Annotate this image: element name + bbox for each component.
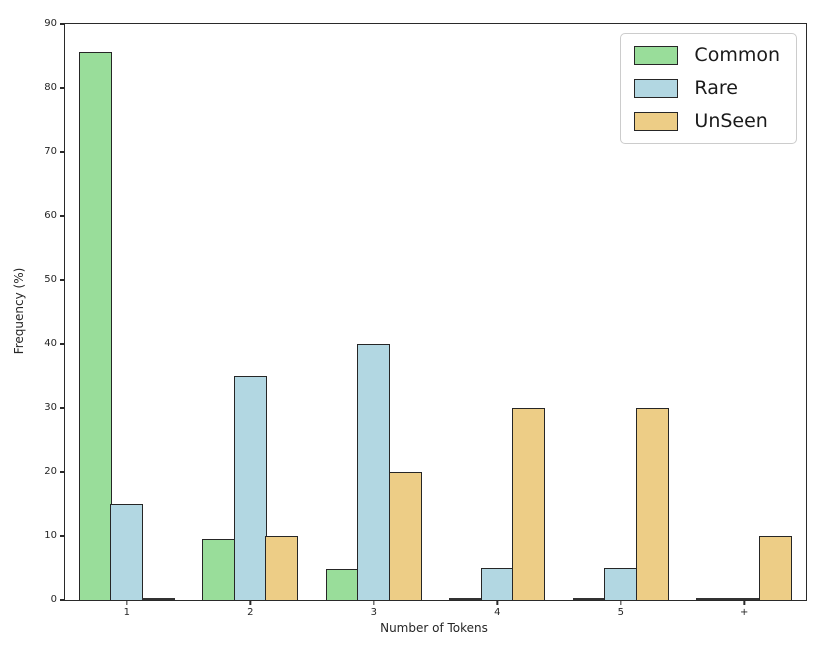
y-tick-label: 60: [44, 210, 57, 221]
bar-common-4: [449, 598, 483, 600]
y-tick-label: 40: [44, 338, 57, 349]
y-tick-mark: [60, 87, 65, 89]
x-tick-mark: [126, 600, 128, 605]
legend-label-common: Common: [694, 44, 780, 66]
bar-unseen-+: [759, 536, 793, 600]
bar-group-+: [696, 24, 793, 600]
y-tick-mark: [60, 535, 65, 537]
x-tick-mark: [496, 600, 498, 605]
legend-label-rare: Rare: [694, 76, 738, 99]
legend-row-common: Common: [634, 45, 780, 66]
bar-rare-1: [110, 504, 144, 600]
y-tick-label: 10: [44, 530, 57, 541]
x-tick-mark: [373, 600, 375, 605]
bar-unseen-2: [265, 536, 299, 600]
y-tick-label: 70: [44, 146, 57, 157]
legend-label-unseen: UnSeen: [694, 109, 768, 132]
x-tick-mark: [249, 600, 251, 605]
bar-common-+: [696, 598, 730, 600]
y-tick-label: 0: [50, 594, 57, 605]
y-tick-label: 80: [44, 82, 57, 93]
x-tick-mark: [743, 600, 745, 605]
bar-group-5: [572, 24, 669, 600]
y-tick-label: 30: [44, 402, 57, 413]
legend-row-rare: Rare: [634, 76, 780, 99]
x-tick-label-1: 1: [123, 607, 130, 618]
y-tick-mark: [60, 215, 65, 217]
bar-unseen-5: [635, 408, 669, 600]
y-axis-label: Frequency (%): [12, 267, 26, 355]
bar-group-4: [449, 24, 546, 600]
bar-rare-2: [233, 376, 267, 600]
bar-common-2: [202, 539, 236, 600]
y-tick-mark: [60, 407, 65, 409]
bar-unseen-3: [388, 472, 422, 600]
x-tick-label-4: 4: [494, 607, 501, 618]
y-tick-mark: [60, 23, 65, 25]
bar-common-3: [325, 569, 359, 600]
bar-groups-container: [65, 24, 806, 600]
bar-rare-+: [727, 598, 761, 600]
x-tick-label-3: 3: [370, 607, 377, 618]
y-tick-mark: [60, 279, 65, 281]
y-tick-label: 50: [44, 274, 57, 285]
bar-rare-5: [604, 568, 638, 600]
x-tick-label-5: 5: [617, 607, 624, 618]
legend: Common Rare UnSeen: [620, 33, 797, 144]
x-axis-label: Number of Tokens: [380, 621, 488, 635]
bar-group-3: [325, 24, 422, 600]
legend-patch-common: [634, 45, 679, 65]
x-tick-label-2: 2: [247, 607, 254, 618]
legend-patch-rare: [634, 78, 679, 98]
legend-patch-unseen: [634, 111, 679, 131]
bar-group-2: [202, 24, 299, 600]
x-tick-mark: [620, 600, 622, 605]
y-tick-label: 90: [44, 18, 57, 29]
bar-rare-4: [480, 568, 514, 600]
plot-area: Common Rare UnSeen 0 10 20 30 40 50 60 70 80 90 1 2 3 4…: [44, 19, 807, 618]
y-tick-mark: [60, 471, 65, 473]
bar-common-5: [572, 598, 606, 600]
y-tick-mark: [60, 151, 65, 153]
y-tick-mark: [60, 343, 65, 345]
bar-common-1: [78, 51, 112, 600]
bar-unseen-4: [512, 408, 546, 600]
bar-group-1: [78, 24, 175, 600]
y-tick-label: 20: [44, 466, 57, 477]
bar-unseen-1: [141, 598, 175, 600]
legend-row-unseen: UnSeen: [634, 109, 780, 132]
y-tick-mark: [60, 599, 65, 601]
x-tick-label-+: +: [740, 607, 749, 618]
bar-rare-3: [357, 344, 391, 600]
